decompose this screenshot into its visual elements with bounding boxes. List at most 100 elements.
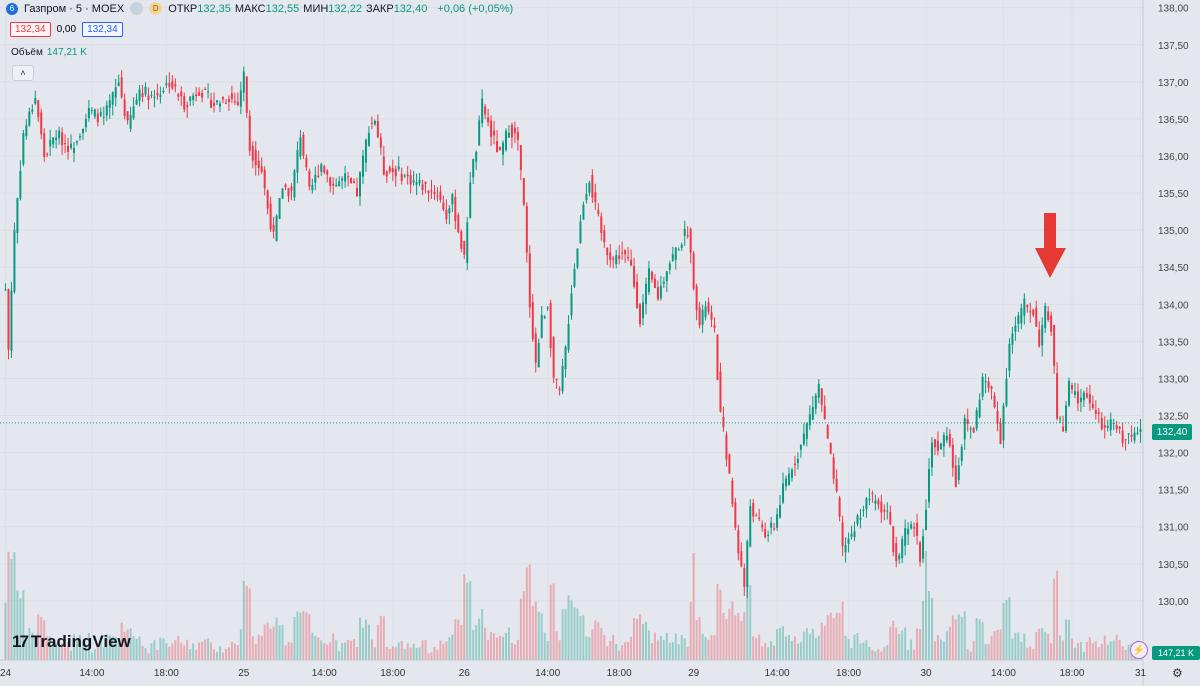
volume-bar — [779, 627, 782, 660]
lightning-icon[interactable]: ⚡ — [1130, 641, 1148, 659]
candle-body — [245, 76, 248, 113]
candle-body — [364, 139, 367, 163]
price-axis[interactable]: 138,00 137,50 137,00 136,50 136,00 135,50 135,… — [1142, 0, 1200, 686]
candle-body — [820, 388, 823, 405]
candle-body — [409, 175, 412, 185]
volume-bar — [463, 574, 466, 660]
candle-body — [1085, 393, 1088, 398]
candle-body — [540, 314, 543, 338]
candle-body — [90, 110, 93, 112]
volume-bar — [55, 643, 58, 660]
price-tick-label: 135,50 — [1158, 189, 1189, 200]
candle-body — [326, 170, 329, 175]
candle-body — [770, 522, 773, 528]
volume-bar — [218, 646, 221, 660]
candle-body — [67, 145, 70, 152]
candle-body — [436, 195, 439, 197]
candle-body — [34, 97, 37, 104]
candle-body — [606, 247, 609, 256]
candle-body — [767, 534, 770, 536]
candle-body — [597, 210, 600, 215]
volume-bar — [99, 641, 102, 660]
candle-body — [531, 302, 534, 340]
volume-bar — [370, 639, 373, 660]
candle-body — [1070, 384, 1073, 390]
volume-bar — [406, 643, 409, 660]
gear-icon[interactable]: ⚙ — [1172, 666, 1183, 680]
candle-body — [317, 175, 320, 177]
volume-bar — [344, 642, 347, 660]
ohlc-values: ОТКР132,35 МАКС132,55 МИН132,22 ЗАКР132,40 — [168, 3, 431, 15]
logo-text: TradingView — [30, 632, 131, 651]
candle-body — [519, 145, 522, 170]
volume-bar — [820, 622, 823, 660]
time-axis[interactable]: 24 14:00 18:00 25 14:00 18:00 26 14:00 18:00 29 14… — [0, 659, 1147, 679]
candle-body — [761, 524, 764, 528]
volume-tag: 147,21 K — [1152, 646, 1200, 660]
candle-body — [612, 258, 615, 260]
volume-bar — [25, 638, 28, 660]
candle-body — [213, 102, 216, 106]
volume-bar — [793, 636, 796, 660]
volume-bar — [668, 642, 671, 660]
price-candles — [4, 66, 1142, 599]
volume-bar — [764, 642, 767, 660]
ohlc-value: 132,22 — [328, 2, 362, 15]
ohlc-label: МИН — [303, 2, 329, 15]
candle-body — [111, 92, 114, 105]
volume-bar — [58, 645, 61, 660]
candle-body — [537, 343, 540, 368]
sell-button[interactable]: 132,34 — [10, 22, 51, 37]
volume-bar — [951, 615, 954, 660]
volume-bar — [761, 646, 764, 660]
volume-bar — [525, 567, 528, 660]
candle-body — [674, 247, 677, 260]
dividend-badge[interactable]: D — [149, 2, 163, 15]
market-status-badge[interactable] — [130, 2, 144, 15]
price-tick-label: 138,00 — [1158, 4, 1189, 15]
collapse-legend-button[interactable]: ˄ — [12, 65, 34, 81]
volume-bar — [201, 641, 204, 660]
volume-bar — [963, 611, 966, 660]
symbol-title[interactable]: Газпром · 5 · MOEX — [24, 2, 125, 15]
volume-bar — [734, 615, 737, 660]
volume-bar — [391, 646, 394, 660]
time-tick-label: 18:00 — [836, 668, 861, 679]
candle-body — [281, 188, 284, 199]
candle-body — [61, 132, 64, 146]
candle-body — [439, 191, 442, 200]
time-tick-label: 18:00 — [1059, 668, 1084, 679]
down-arrow-annotation-icon[interactable] — [1035, 213, 1066, 278]
candle-body — [81, 128, 84, 134]
candle-body — [886, 510, 889, 512]
candle-body — [1094, 410, 1097, 414]
candle-body — [278, 198, 281, 219]
candle-body — [874, 500, 877, 504]
volume-bar — [743, 612, 746, 660]
volume-bar — [332, 633, 335, 660]
tradingview-logo[interactable]: 17 TradingView — [12, 632, 131, 652]
last-price-tag: 132,40 — [1152, 424, 1192, 440]
candle-body — [528, 253, 531, 308]
candle-body — [910, 524, 913, 529]
candle-body — [373, 120, 376, 125]
candle-body — [752, 502, 755, 517]
volume-bar — [796, 643, 799, 660]
volume-bar — [787, 634, 790, 660]
volume-bar — [561, 609, 564, 660]
candle-body — [308, 170, 311, 187]
volume-bar — [40, 617, 43, 660]
candle-body — [823, 405, 826, 420]
volume-bar — [1062, 640, 1065, 660]
volume-bar — [832, 617, 835, 660]
tradingview-mark-icon: 17 — [12, 632, 29, 651]
volume-bar — [150, 643, 153, 660]
candle-body — [701, 309, 704, 325]
buy-button[interactable]: 132,34 — [82, 22, 123, 37]
time-tick-label: 25 — [238, 668, 250, 679]
volume-bar — [156, 649, 159, 660]
volume-bar — [469, 581, 472, 660]
volume-bar — [347, 639, 350, 660]
volume-bar — [945, 631, 948, 660]
